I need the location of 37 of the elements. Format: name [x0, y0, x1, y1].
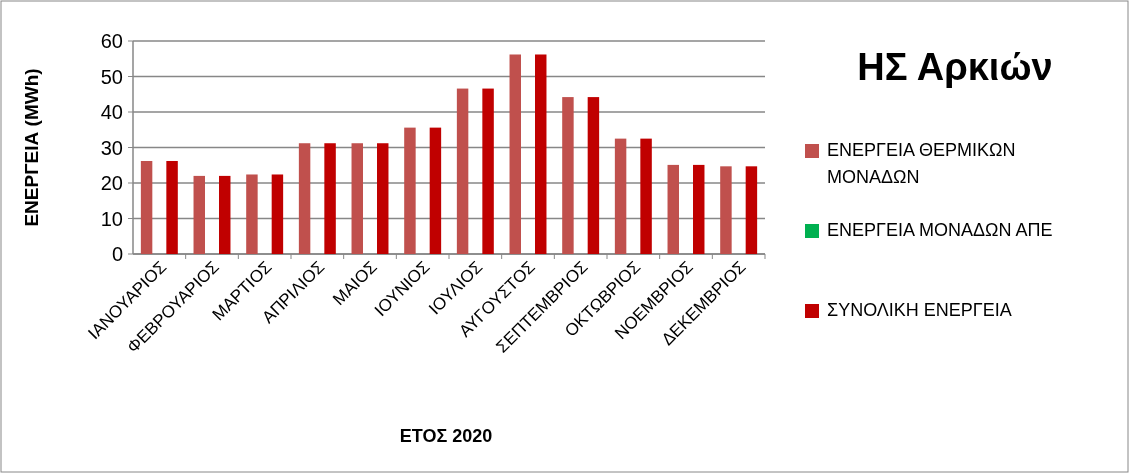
bar: [324, 143, 336, 254]
y-tick-label: 10: [100, 207, 123, 230]
bar: [614, 138, 627, 254]
bar: [562, 97, 574, 254]
bar: [193, 175, 205, 254]
bar: [351, 143, 363, 254]
bar: [166, 160, 178, 254]
bar: [535, 54, 547, 254]
bar: [298, 143, 311, 254]
y-tick-label: 20: [100, 172, 123, 194]
bar: [640, 138, 652, 254]
bar: [219, 175, 231, 254]
bar: [377, 143, 389, 254]
bar: [667, 164, 679, 254]
y-tick-label: 50: [100, 65, 123, 88]
text: ΗΣ Αρκιών: [857, 46, 1053, 88]
x-axis-title: ΕΤΟΣ 2020: [399, 426, 493, 446]
bar: [509, 54, 521, 254]
y-axis-title: ΕΝΕΡΓΕΙΑ (MWh): [21, 68, 42, 227]
bar: [140, 160, 153, 254]
y-tick-label: 0: [111, 243, 123, 265]
bar: [456, 88, 469, 254]
bar: [482, 88, 494, 254]
legend-label: ΕΝΕΡΓΕΙΑ ΜΟΝΑΔΩΝ ΑΠΕ: [827, 220, 1053, 241]
bar: [720, 166, 732, 254]
y-tick-label: 40: [100, 101, 123, 123]
y-tick-label: 30: [100, 136, 123, 159]
legend-label: ΕΝΕΡΓΕΙΑ ΘΕΡΜΙΚΩΝ ΜΟΝΑΔΩΝ: [827, 140, 1016, 188]
bar: [429, 127, 442, 254]
bar: [271, 174, 284, 254]
bar: [587, 97, 600, 254]
bar: [246, 174, 258, 254]
legend-label: ΣΥΝΟΛΙΚΗ ΕΝΕΡΓΕΙΑ: [827, 300, 1012, 321]
bar: [745, 166, 758, 254]
y-tick-label: 60: [100, 30, 123, 52]
bar: [693, 164, 705, 254]
bar: [404, 127, 416, 254]
